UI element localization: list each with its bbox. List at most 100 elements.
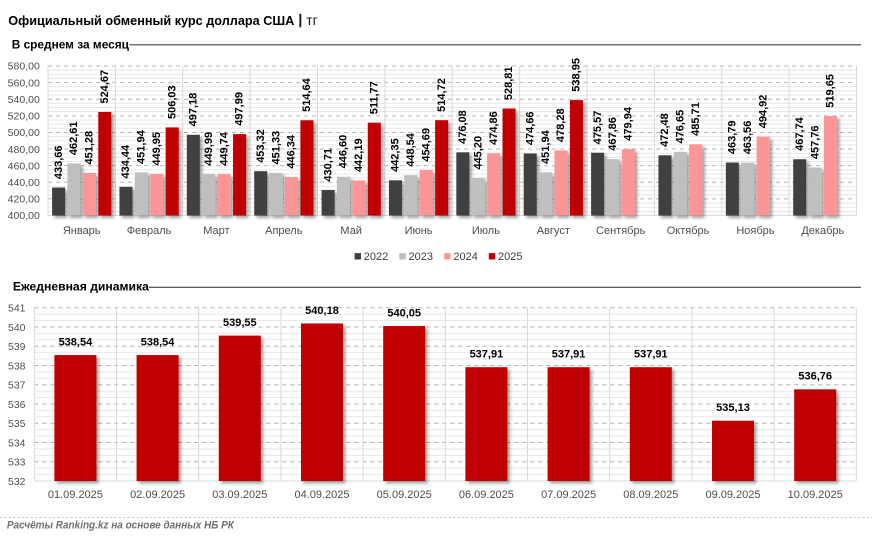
svg-text:475,57: 475,57 — [592, 111, 604, 145]
svg-text:474,66: 474,66 — [524, 111, 536, 145]
svg-text:460,00: 460,00 — [8, 160, 40, 172]
svg-text:Октябрь: Октябрь — [667, 225, 710, 237]
svg-text:446,34: 446,34 — [286, 134, 298, 169]
svg-text:538,54: 538,54 — [141, 336, 176, 348]
svg-text:Сентябрь: Сентябрь — [596, 225, 646, 237]
svg-text:445,20: 445,20 — [472, 136, 484, 170]
svg-text:454,69: 454,69 — [420, 128, 432, 162]
svg-text:537,91: 537,91 — [634, 349, 668, 361]
svg-text:02.09.2025: 02.09.2025 — [130, 489, 185, 501]
svg-text:420,00: 420,00 — [8, 194, 40, 206]
svg-text:485,71: 485,71 — [690, 102, 702, 136]
svg-text:540,05: 540,05 — [387, 307, 421, 319]
svg-text:533: 533 — [8, 458, 26, 469]
svg-text:520,00: 520,00 — [8, 111, 40, 123]
svg-text:тг: тг — [306, 12, 318, 28]
svg-text:Ежедневная динамика: Ежедневная динамика — [13, 280, 149, 294]
svg-text:442,35: 442,35 — [390, 138, 402, 172]
svg-text:Февраль: Февраль — [127, 225, 172, 237]
svg-text:Ноябрь: Ноябрь — [736, 225, 774, 237]
svg-text:04.09.2025: 04.09.2025 — [294, 489, 349, 501]
svg-text:448,54: 448,54 — [405, 132, 417, 167]
svg-text:524,67: 524,67 — [99, 70, 111, 104]
svg-text:Март: Март — [203, 225, 229, 237]
svg-text:539,55: 539,55 — [223, 317, 257, 329]
svg-text:537,91: 537,91 — [552, 349, 586, 361]
svg-text:539: 539 — [8, 342, 26, 353]
svg-text:2025: 2025 — [498, 251, 522, 263]
svg-text:514,72: 514,72 — [436, 78, 448, 112]
svg-text:540: 540 — [8, 323, 26, 334]
svg-text:451,28: 451,28 — [84, 131, 96, 165]
svg-text:479,94: 479,94 — [623, 106, 635, 141]
svg-text:430,71: 430,71 — [322, 148, 334, 182]
svg-text:434,44: 434,44 — [120, 144, 132, 179]
svg-text:В среднем за месяц: В среднем за месяц — [12, 37, 130, 51]
svg-text:472,48: 472,48 — [659, 113, 671, 147]
svg-text:467,86: 467,86 — [607, 117, 619, 151]
svg-text:500,00: 500,00 — [8, 127, 40, 139]
svg-text:Декабрь: Декабрь — [801, 225, 844, 237]
svg-text:451,94: 451,94 — [136, 129, 148, 164]
svg-text:476,08: 476,08 — [457, 110, 469, 144]
svg-text:442,19: 442,19 — [353, 138, 365, 172]
svg-text:400,00: 400,00 — [8, 210, 40, 222]
svg-text:06.09.2025: 06.09.2025 — [459, 489, 514, 501]
svg-text:494,92: 494,92 — [757, 95, 769, 129]
svg-text:537: 537 — [8, 381, 26, 392]
svg-text:07.09.2025: 07.09.2025 — [541, 489, 596, 501]
svg-text:440,00: 440,00 — [8, 177, 40, 189]
svg-text:497,99: 497,99 — [234, 92, 246, 126]
svg-text:Апрель: Апрель — [265, 225, 303, 237]
svg-text:08.09.2025: 08.09.2025 — [623, 489, 678, 501]
svg-text:462,61: 462,61 — [68, 121, 80, 155]
svg-text:451,94: 451,94 — [540, 129, 552, 164]
svg-text:474,86: 474,86 — [488, 111, 500, 145]
svg-text:433,66: 433,66 — [53, 145, 65, 179]
svg-text:480,00: 480,00 — [8, 144, 40, 156]
svg-text:560,00: 560,00 — [8, 77, 40, 89]
svg-text:09.09.2025: 09.09.2025 — [705, 489, 760, 501]
svg-text:449,99: 449,99 — [203, 132, 215, 166]
svg-text:457,76: 457,76 — [809, 125, 821, 159]
svg-text:536,76: 536,76 — [798, 371, 832, 383]
svg-text:536: 536 — [8, 400, 26, 411]
svg-text:Май: Май — [340, 225, 362, 237]
svg-text:534: 534 — [8, 438, 26, 449]
svg-text:580,00: 580,00 — [8, 61, 40, 73]
svg-text:Расчёты Ranking.kz на основе д: Расчёты Ranking.kz на основе данных НБ Р… — [7, 520, 235, 532]
svg-text:478,28: 478,28 — [555, 108, 567, 142]
svg-text:541: 541 — [8, 304, 26, 315]
svg-text:497,18: 497,18 — [188, 93, 200, 127]
svg-text:Официальный обменный курс долл: Официальный обменный курс доллара США — [8, 13, 294, 28]
svg-text:538: 538 — [8, 361, 26, 372]
svg-text:449,95: 449,95 — [151, 132, 163, 166]
svg-text:467,74: 467,74 — [794, 116, 806, 151]
svg-text:449,74: 449,74 — [218, 131, 230, 166]
svg-text:540,00: 540,00 — [8, 94, 40, 106]
svg-text:514,64: 514,64 — [301, 77, 313, 112]
svg-text:538,95: 538,95 — [571, 58, 583, 92]
svg-text:10.09.2025: 10.09.2025 — [788, 489, 843, 501]
svg-text:540,18: 540,18 — [305, 305, 339, 317]
svg-text:519,65: 519,65 — [825, 74, 837, 108]
svg-text:Июнь: Июнь — [405, 225, 433, 237]
svg-text:2024: 2024 — [453, 251, 477, 263]
svg-text:03.09.2025: 03.09.2025 — [212, 489, 267, 501]
svg-text:532: 532 — [8, 477, 26, 488]
svg-text:446,60: 446,60 — [338, 135, 350, 169]
svg-text:463,56: 463,56 — [742, 121, 754, 155]
svg-text:453,32: 453,32 — [255, 129, 267, 163]
svg-text:506,03: 506,03 — [166, 85, 178, 119]
svg-text:2023: 2023 — [409, 251, 433, 263]
svg-text:528,81: 528,81 — [503, 66, 515, 100]
svg-text:476,65: 476,65 — [675, 110, 687, 144]
svg-text:2022: 2022 — [364, 251, 388, 263]
svg-text:463,79: 463,79 — [727, 120, 739, 154]
svg-text:511,77: 511,77 — [368, 81, 380, 114]
svg-text:Август: Август — [537, 225, 570, 237]
svg-text:535: 535 — [8, 419, 26, 430]
svg-text:Июль: Июль — [472, 225, 500, 237]
svg-text:05.09.2025: 05.09.2025 — [377, 489, 432, 501]
svg-text:538,54: 538,54 — [59, 336, 94, 348]
